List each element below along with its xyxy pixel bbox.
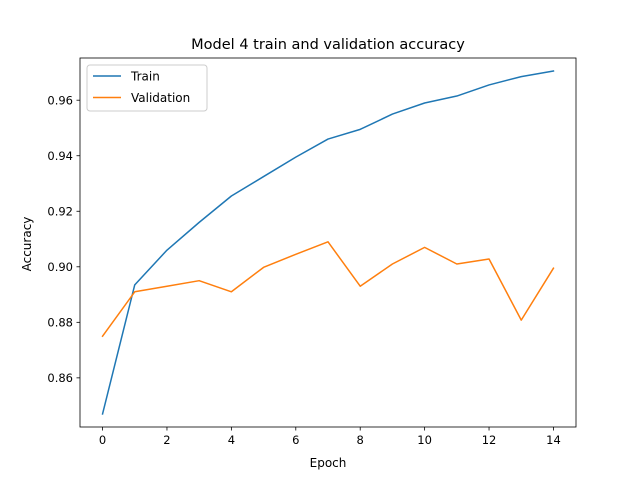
plot-area: 0 2 4 6 8 10 12 14 0.86 0.88 0.90 0.92 0.94 0.96 [47,57,577,447]
y-tick-label: 0.90 [47,260,73,274]
x-tick-label: 10 [417,433,432,447]
axes-frame [79,57,577,428]
series-line-validation [101,241,555,338]
x-tick-label: 8 [357,433,364,447]
series-line-train [101,70,555,415]
y-axis-label: Accuracy [20,217,34,272]
x-tick-label: 12 [482,433,497,447]
x-tick-label: 0 [99,433,106,447]
y-tick-label: 0.94 [47,149,73,163]
y-tick-label: 0.96 [47,93,73,107]
x-tick-label: 6 [292,433,299,447]
legend-label-validation: Validation [131,91,190,105]
chart-title: Model 4 train and validation accuracy [191,37,465,53]
legend-label-train: Train [130,69,160,83]
x-tick-label: 4 [228,433,235,447]
x-tick-label: 2 [163,433,170,447]
legend: Train Validation [86,64,208,112]
x-axis-label: Epoch [310,456,347,470]
y-tick-label: 0.86 [47,371,73,385]
y-tick-label: 0.88 [47,316,73,330]
x-tick-label: 14 [546,433,561,447]
y-tick-label: 0.92 [47,204,73,218]
